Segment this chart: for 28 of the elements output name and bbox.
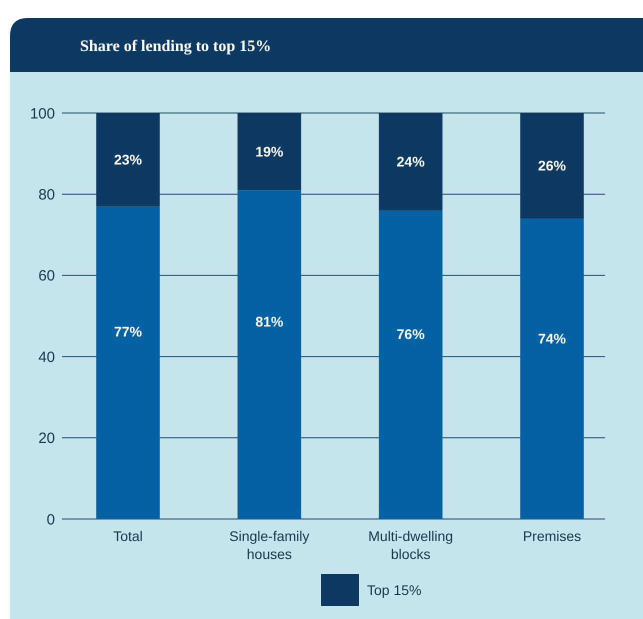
bar [238,190,302,519]
data-label: 23% [114,152,143,168]
x-tick-label: Total [113,528,143,544]
data-label: 77% [114,323,143,340]
legend-label: Top 15% [367,582,422,598]
data-label: 81% [255,314,284,330]
bar [96,113,160,206]
bar [378,210,442,519]
x-tick-label: Multi-dwelling blocks [368,528,454,562]
y-tick-label: 60 [38,268,55,285]
data-label: 24% [396,154,426,170]
bar [520,218,584,519]
x-tick-label: Single-family houses [229,528,310,562]
y-tick-label: 20 [38,430,55,448]
data-label: 76% [396,326,426,342]
bar [238,113,302,190]
chart-title: Share of lending to top 15% [80,38,272,55]
y-tick-label: 100 [30,105,55,122]
bar [520,113,584,219]
data-label: 26% [538,158,567,174]
bar [96,206,160,519]
data-label: 19% [255,143,284,160]
y-tick-label: 80 [38,186,55,204]
y-tick-label: 40 [38,348,55,366]
data-label: 74% [538,330,567,347]
y-tick-label: 0 [46,511,55,528]
bar [378,113,442,210]
x-tick-label: Premises [522,528,582,544]
